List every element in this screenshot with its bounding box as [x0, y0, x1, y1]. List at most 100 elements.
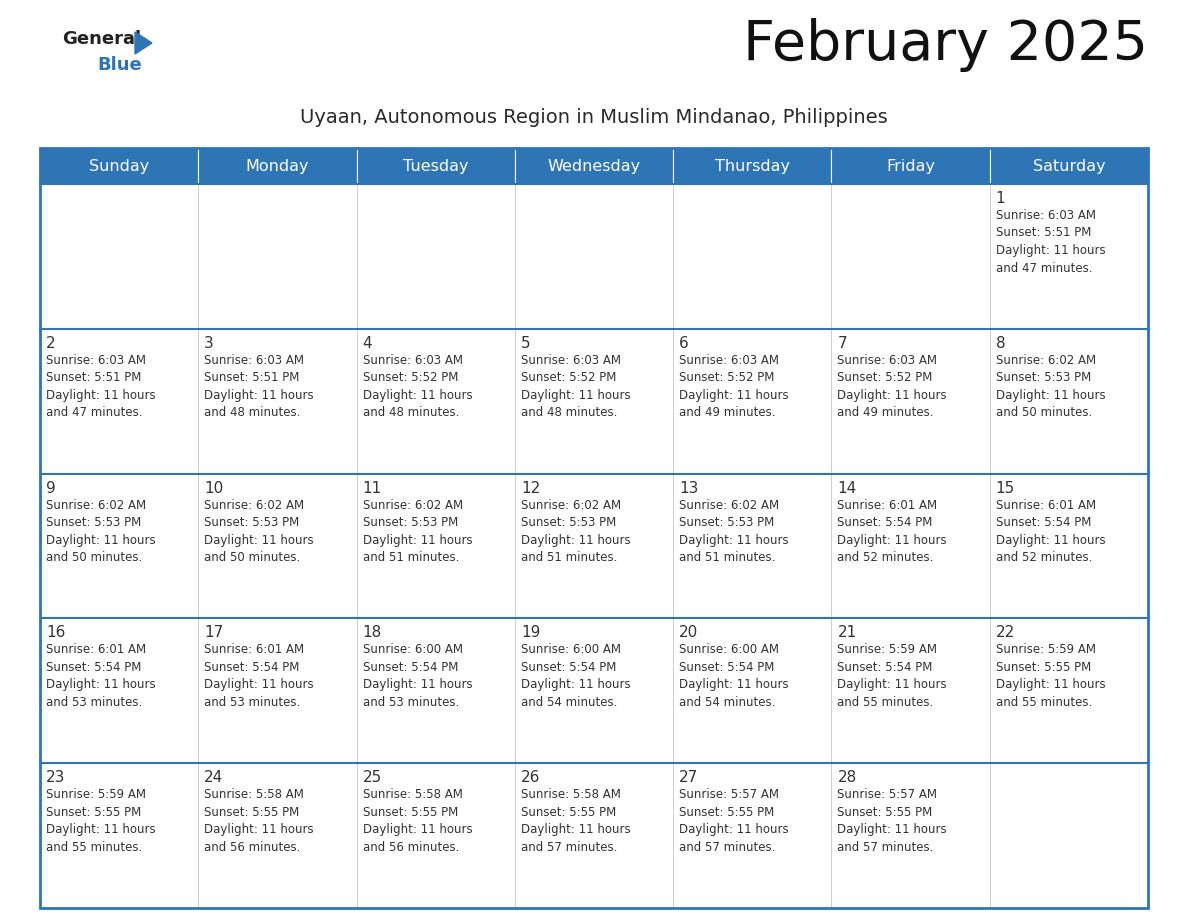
Text: and 52 minutes.: and 52 minutes.	[996, 551, 1092, 564]
Text: Daylight: 11 hours: Daylight: 11 hours	[362, 389, 472, 402]
Text: and 55 minutes.: and 55 minutes.	[996, 696, 1092, 709]
Text: 27: 27	[680, 770, 699, 785]
Text: Blue: Blue	[97, 56, 141, 74]
Text: Sunset: 5:52 PM: Sunset: 5:52 PM	[362, 371, 457, 385]
Text: Sunrise: 6:00 AM: Sunrise: 6:00 AM	[520, 644, 621, 656]
Text: Sunset: 5:54 PM: Sunset: 5:54 PM	[362, 661, 457, 674]
Text: 18: 18	[362, 625, 381, 641]
Bar	[832, 619, 990, 763]
Text: Sunrise: 6:03 AM: Sunrise: 6:03 AM	[838, 353, 937, 367]
Bar	[514, 148, 674, 184]
Bar	[40, 763, 198, 908]
Text: and 48 minutes.: and 48 minutes.	[204, 407, 301, 420]
Text: Daylight: 11 hours: Daylight: 11 hours	[838, 678, 947, 691]
Text: 23: 23	[46, 770, 65, 785]
Text: Daylight: 11 hours: Daylight: 11 hours	[362, 823, 472, 836]
Text: Daylight: 11 hours: Daylight: 11 hours	[996, 533, 1105, 546]
Text: Sunrise: 6:02 AM: Sunrise: 6:02 AM	[46, 498, 146, 511]
Text: Sunday: Sunday	[89, 159, 150, 174]
Text: and 47 minutes.: and 47 minutes.	[46, 407, 143, 420]
Text: Sunset: 5:53 PM: Sunset: 5:53 PM	[996, 371, 1091, 385]
Text: Daylight: 11 hours: Daylight: 11 hours	[680, 533, 789, 546]
Text: Sunrise: 6:03 AM: Sunrise: 6:03 AM	[46, 353, 146, 367]
Text: Sunset: 5:53 PM: Sunset: 5:53 PM	[204, 516, 299, 529]
Text: Sunset: 5:52 PM: Sunset: 5:52 PM	[520, 371, 617, 385]
Text: 10: 10	[204, 481, 223, 496]
Bar	[674, 184, 832, 329]
Text: Daylight: 11 hours: Daylight: 11 hours	[520, 678, 631, 691]
Text: and 57 minutes.: and 57 minutes.	[838, 841, 934, 854]
Bar	[40, 148, 1148, 908]
Text: Daylight: 11 hours: Daylight: 11 hours	[46, 678, 156, 691]
Text: Sunrise: 6:01 AM: Sunrise: 6:01 AM	[838, 498, 937, 511]
Bar	[40, 474, 198, 619]
Text: Sunrise: 5:57 AM: Sunrise: 5:57 AM	[838, 789, 937, 801]
Text: 19: 19	[520, 625, 541, 641]
Text: and 57 minutes.: and 57 minutes.	[680, 841, 776, 854]
Text: Sunset: 5:54 PM: Sunset: 5:54 PM	[838, 516, 933, 529]
Bar	[990, 474, 1148, 619]
Text: Sunrise: 6:03 AM: Sunrise: 6:03 AM	[362, 353, 462, 367]
Text: Sunset: 5:55 PM: Sunset: 5:55 PM	[204, 806, 299, 819]
Text: 16: 16	[46, 625, 65, 641]
Bar	[514, 184, 674, 329]
Text: Sunset: 5:55 PM: Sunset: 5:55 PM	[680, 806, 775, 819]
Bar	[198, 148, 356, 184]
Text: Sunrise: 6:00 AM: Sunrise: 6:00 AM	[362, 644, 462, 656]
Bar	[356, 148, 514, 184]
Text: Daylight: 11 hours: Daylight: 11 hours	[204, 389, 314, 402]
Text: Sunset: 5:54 PM: Sunset: 5:54 PM	[204, 661, 299, 674]
Bar	[356, 329, 514, 474]
Text: 5: 5	[520, 336, 531, 351]
Text: 4: 4	[362, 336, 372, 351]
Text: General: General	[62, 30, 141, 48]
Text: Daylight: 11 hours: Daylight: 11 hours	[46, 823, 156, 836]
Bar	[514, 763, 674, 908]
Text: and 48 minutes.: and 48 minutes.	[362, 407, 459, 420]
Bar	[674, 763, 832, 908]
Text: Daylight: 11 hours: Daylight: 11 hours	[362, 678, 472, 691]
Text: 1: 1	[996, 191, 1005, 206]
Text: Sunset: 5:55 PM: Sunset: 5:55 PM	[362, 806, 457, 819]
Text: Daylight: 11 hours: Daylight: 11 hours	[520, 389, 631, 402]
Polygon shape	[135, 32, 152, 54]
Text: Sunset: 5:54 PM: Sunset: 5:54 PM	[680, 661, 775, 674]
Text: Sunrise: 5:58 AM: Sunrise: 5:58 AM	[204, 789, 304, 801]
Text: 12: 12	[520, 481, 541, 496]
Text: 24: 24	[204, 770, 223, 785]
Text: and 47 minutes.: and 47 minutes.	[996, 262, 1092, 274]
Text: Sunrise: 6:02 AM: Sunrise: 6:02 AM	[362, 498, 462, 511]
Bar	[40, 148, 198, 184]
Text: Daylight: 11 hours: Daylight: 11 hours	[838, 389, 947, 402]
Text: and 55 minutes.: and 55 minutes.	[838, 696, 934, 709]
Text: and 53 minutes.: and 53 minutes.	[204, 696, 301, 709]
Bar	[674, 329, 832, 474]
Text: Sunrise: 5:59 AM: Sunrise: 5:59 AM	[838, 644, 937, 656]
Text: Daylight: 11 hours: Daylight: 11 hours	[520, 533, 631, 546]
Text: Uyaan, Autonomous Region in Muslim Mindanao, Philippines: Uyaan, Autonomous Region in Muslim Minda…	[301, 108, 887, 127]
Text: and 50 minutes.: and 50 minutes.	[204, 551, 301, 564]
Bar	[832, 474, 990, 619]
Text: and 53 minutes.: and 53 minutes.	[46, 696, 143, 709]
Text: 9: 9	[46, 481, 56, 496]
Text: and 52 minutes.: and 52 minutes.	[838, 551, 934, 564]
Text: Sunset: 5:54 PM: Sunset: 5:54 PM	[996, 516, 1091, 529]
Text: Sunrise: 6:03 AM: Sunrise: 6:03 AM	[204, 353, 304, 367]
Text: Sunset: 5:55 PM: Sunset: 5:55 PM	[838, 806, 933, 819]
Text: and 50 minutes.: and 50 minutes.	[46, 551, 143, 564]
Text: and 55 minutes.: and 55 minutes.	[46, 841, 143, 854]
Bar	[832, 148, 990, 184]
Text: Daylight: 11 hours: Daylight: 11 hours	[680, 678, 789, 691]
Text: and 51 minutes.: and 51 minutes.	[362, 551, 459, 564]
Text: 8: 8	[996, 336, 1005, 351]
Text: Daylight: 11 hours: Daylight: 11 hours	[838, 533, 947, 546]
Text: Thursday: Thursday	[715, 159, 790, 174]
Bar	[356, 474, 514, 619]
Bar	[198, 619, 356, 763]
Text: Sunset: 5:51 PM: Sunset: 5:51 PM	[46, 371, 141, 385]
Bar	[198, 763, 356, 908]
Text: Sunrise: 6:03 AM: Sunrise: 6:03 AM	[520, 353, 621, 367]
Text: 22: 22	[996, 625, 1015, 641]
Text: Daylight: 11 hours: Daylight: 11 hours	[838, 823, 947, 836]
Text: February 2025: February 2025	[742, 18, 1148, 72]
